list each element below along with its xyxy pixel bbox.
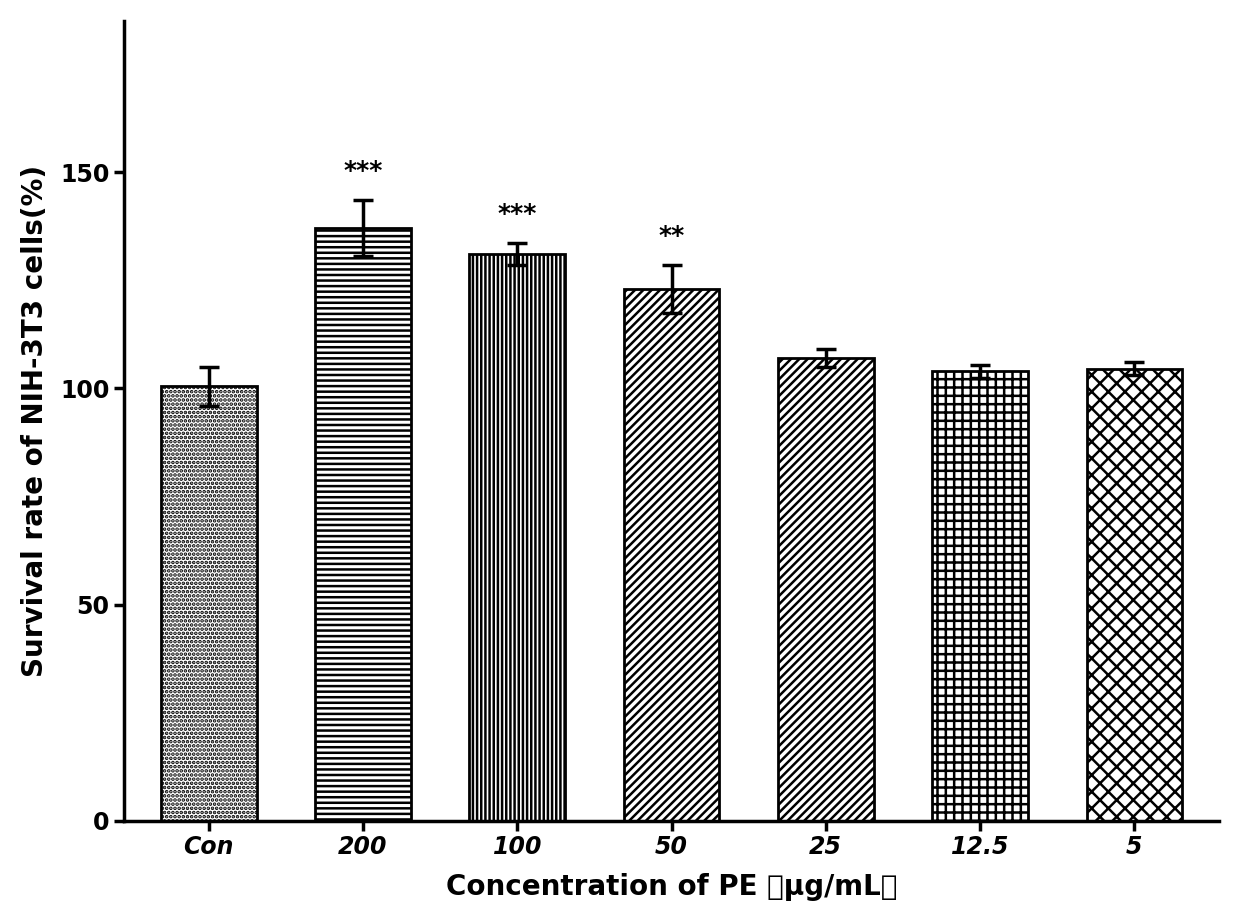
- Bar: [777, 358, 874, 821]
- Bar: [470, 254, 565, 821]
- Text: ***: ***: [497, 202, 537, 226]
- Y-axis label: Survival rate of NIH-3T3 cells(%): Survival rate of NIH-3T3 cells(%): [21, 165, 48, 677]
- Bar: [1086, 369, 1182, 821]
- Text: ***: ***: [343, 159, 383, 183]
- Text: **: **: [658, 224, 684, 248]
- Bar: [624, 289, 719, 821]
- Bar: [161, 386, 257, 821]
- X-axis label: Concentration of PE （μg/mL）: Concentration of PE （μg/mL）: [446, 873, 898, 901]
- Bar: [932, 371, 1028, 821]
- Bar: [315, 229, 410, 821]
